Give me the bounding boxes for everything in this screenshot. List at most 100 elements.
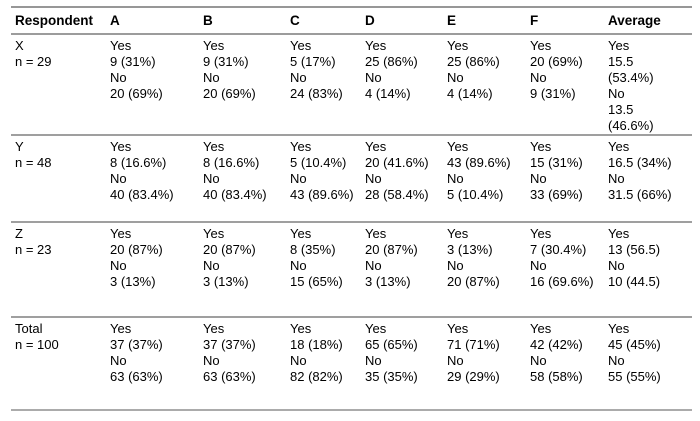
answer-value: 20 (41.6%) [365, 155, 429, 170]
answer-value: (53.4%) [608, 70, 654, 85]
answer-value: 82 (82%) [290, 369, 343, 384]
answer-value: 16 (69.6%) [530, 274, 594, 289]
answer-value: 55 (55%) [608, 369, 661, 384]
answer-value: 10 (44.5) [608, 274, 661, 289]
data-cell: Yes 7 (30.4%) No 16 (69.6%) [526, 222, 604, 317]
data-cell: Yes 9 (31%) No 20 (69%) [106, 34, 199, 135]
answer-label: No [203, 258, 220, 273]
answer-label: No [530, 70, 547, 85]
answer-value: 43 (89.6%) [447, 155, 511, 170]
column-header-average: Average [608, 13, 661, 28]
row-label: Z [15, 226, 23, 241]
data-cell: Yes 16.5 (34%) No 31.5 (66%) [604, 135, 692, 222]
data-cell: Yes 8 (16.6%) No 40 (83.4%) [106, 135, 199, 222]
data-cell: Yes 15 (31%) No 33 (69%) [526, 135, 604, 222]
answer-label: Yes [290, 226, 312, 241]
column-header-e: E [447, 13, 457, 28]
data-cell: Yes 45 (45%) No 55 (55%) [604, 317, 692, 410]
answer-label: No [290, 171, 307, 186]
answer-value: 4 (14%) [365, 86, 411, 101]
answer-label: No [530, 353, 547, 368]
row-label: Total [15, 321, 43, 336]
answer-value: 20 (69%) [110, 86, 163, 101]
answer-label: Yes [110, 321, 132, 336]
answer-label: No [110, 70, 127, 85]
answer-value: 15 (31%) [530, 155, 583, 170]
answer-label: No [203, 70, 220, 85]
answer-label: No [447, 258, 464, 273]
data-cell: Yes 25 (86%) No 4 (14%) [361, 34, 443, 135]
answer-value: 3 (13%) [110, 274, 156, 289]
answer-label: No [608, 353, 625, 368]
answer-value: 8 (35%) [290, 242, 336, 257]
data-cell: Yes 37 (37%) No 63 (63%) [199, 317, 286, 410]
answer-value: 7 (30.4%) [530, 242, 587, 257]
answer-label: No [110, 258, 127, 273]
answer-value: (46.6%) [608, 118, 654, 133]
column-header-c: C [290, 13, 300, 28]
data-cell: Yes 5 (17%) No 24 (83%) [286, 34, 361, 135]
answer-label: No [290, 258, 307, 273]
answer-value: 42 (42%) [530, 337, 583, 352]
answer-label: Yes [608, 226, 630, 241]
answer-value: 40 (83.4%) [203, 187, 267, 202]
answer-label: Yes [608, 321, 630, 336]
answer-label: No [608, 258, 625, 273]
answer-value: 13 (56.5) [608, 242, 661, 257]
data-cell: Yes 3 (13%) No 20 (87%) [443, 222, 526, 317]
answer-value: 71 (71%) [447, 337, 500, 352]
answer-label: No [447, 70, 464, 85]
table-row-total: Total n = 100 Yes 37 (37%) No 63 (63%) Yes 37 (… [11, 317, 692, 410]
column-header-a: A [110, 13, 120, 28]
answer-value: 37 (37%) [203, 337, 256, 352]
data-cell: Yes 8 (16.6%) No 40 (83.4%) [199, 135, 286, 222]
answer-value: 5 (10.4%) [290, 155, 347, 170]
answer-value: 40 (83.4%) [110, 187, 174, 202]
answer-value: 20 (69%) [530, 54, 583, 69]
answer-label: No [110, 171, 127, 186]
answer-value: 20 (87%) [365, 242, 418, 257]
answer-label: No [203, 353, 220, 368]
answer-value: 29 (29%) [447, 369, 500, 384]
column-header-f: F [530, 13, 539, 28]
row-sample-size: n = 48 [15, 155, 52, 170]
answer-label: Yes [608, 38, 630, 53]
answer-value: 37 (37%) [110, 337, 163, 352]
answer-label: Yes [290, 139, 312, 154]
answer-value: 20 (69%) [203, 86, 256, 101]
answer-value: 25 (86%) [365, 54, 418, 69]
column-header-respondent: Respondent [15, 13, 94, 28]
data-cell: Yes 5 (10.4%) No 43 (89.6%) [286, 135, 361, 222]
answer-label: Yes [203, 139, 225, 154]
answer-label: Yes [608, 139, 630, 154]
answer-label: No [608, 86, 625, 101]
row-label: Y [15, 139, 24, 154]
data-cell: Yes 20 (87%) No 3 (13%) [106, 222, 199, 317]
answer-value: 5 (10.4%) [447, 187, 504, 202]
answer-label: Yes [530, 139, 552, 154]
row-sample-size: n = 29 [15, 54, 52, 69]
data-cell: Yes 37 (37%) No 63 (63%) [106, 317, 199, 410]
answer-value: 65 (65%) [365, 337, 418, 352]
header-row: Respondent A B C D E F Average [11, 7, 692, 34]
answer-value: 3 (13%) [365, 274, 411, 289]
answer-value: 4 (14%) [447, 86, 493, 101]
answer-value: 15.5 [608, 54, 634, 69]
answer-label: Yes [290, 321, 312, 336]
data-cell: Yes 8 (35%) No 15 (65%) [286, 222, 361, 317]
answer-value: 5 (17%) [290, 54, 336, 69]
answer-label: Yes [110, 226, 132, 241]
data-cell: Yes 20 (69%) No 9 (31%) [526, 34, 604, 135]
answer-value: 58 (58%) [530, 369, 583, 384]
data-cell: Yes 20 (87%) No 3 (13%) [199, 222, 286, 317]
answer-value: 9 (31%) [203, 54, 249, 69]
answer-value: 13.5 [608, 102, 634, 117]
answer-label: No [365, 70, 382, 85]
answer-value: 45 (45%) [608, 337, 661, 352]
answer-value: 18 (18%) [290, 337, 343, 352]
answer-value: 20 (87%) [447, 274, 500, 289]
data-cell: Yes 25 (86%) No 4 (14%) [443, 34, 526, 135]
